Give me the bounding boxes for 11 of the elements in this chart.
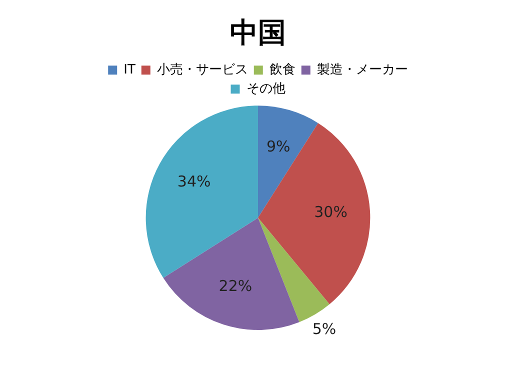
data-label: 5% <box>312 320 336 338</box>
data-label: 9% <box>266 138 290 156</box>
data-label: 22% <box>218 277 252 296</box>
legend-label: 小売・サービス <box>156 62 248 78</box>
data-label: 30% <box>314 203 348 222</box>
legend-label: 飲食 <box>269 62 296 78</box>
legend-label: IT <box>124 62 136 78</box>
legend-label: その他 <box>246 81 286 96</box>
legend-label: 製造・メーカー <box>316 62 408 78</box>
chart-title: 中国 <box>230 16 286 50</box>
data-label: 34% <box>177 172 211 191</box>
